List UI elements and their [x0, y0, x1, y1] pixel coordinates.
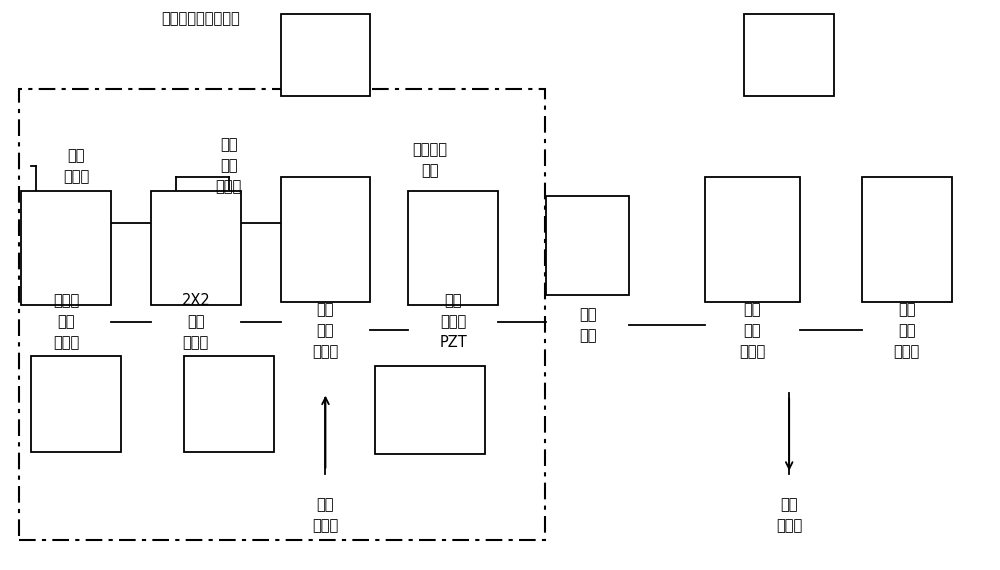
Text: 传输
光纤: 传输 光纤 — [579, 307, 597, 343]
Text: 2X2
光纤
耦合器: 2X2 光纤 耦合器 — [181, 294, 210, 351]
Bar — [375, 366, 485, 454]
Bar — [281, 177, 370, 302]
Text: 第一
光纤
反射镜: 第一 光纤 反射镜 — [216, 137, 242, 194]
Text: 光电
探测器: 光电 探测器 — [63, 148, 89, 184]
Text: 第二
光纤
反射镜: 第二 光纤 反射镜 — [894, 302, 920, 359]
Text: 传输
光信号: 传输 光信号 — [776, 496, 802, 533]
Bar — [31, 356, 121, 453]
Text: 缠绕
光纤的
PZT: 缠绕 光纤的 PZT — [439, 294, 467, 351]
Text: 传输
光信号: 传输 光信号 — [312, 496, 339, 533]
Text: 单纵模
光纤
激光器: 单纵模 光纤 激光器 — [53, 294, 79, 351]
Bar — [184, 356, 274, 453]
Text: 第一
波分
复用器: 第一 波分 复用器 — [312, 302, 339, 359]
Text: 第二
波分
复用器: 第二 波分 复用器 — [739, 302, 765, 359]
Text: 光纤相位补偿器主机: 光纤相位补偿器主机 — [161, 11, 240, 26]
Bar — [862, 177, 952, 302]
Bar — [151, 192, 241, 305]
Bar — [408, 192, 498, 305]
Bar — [281, 14, 370, 96]
Bar — [705, 177, 800, 302]
Bar — [546, 196, 629, 295]
Bar — [744, 14, 834, 96]
Bar — [19, 89, 545, 540]
Text: 反馈控制
电路: 反馈控制 电路 — [413, 142, 448, 178]
Bar — [21, 192, 111, 305]
